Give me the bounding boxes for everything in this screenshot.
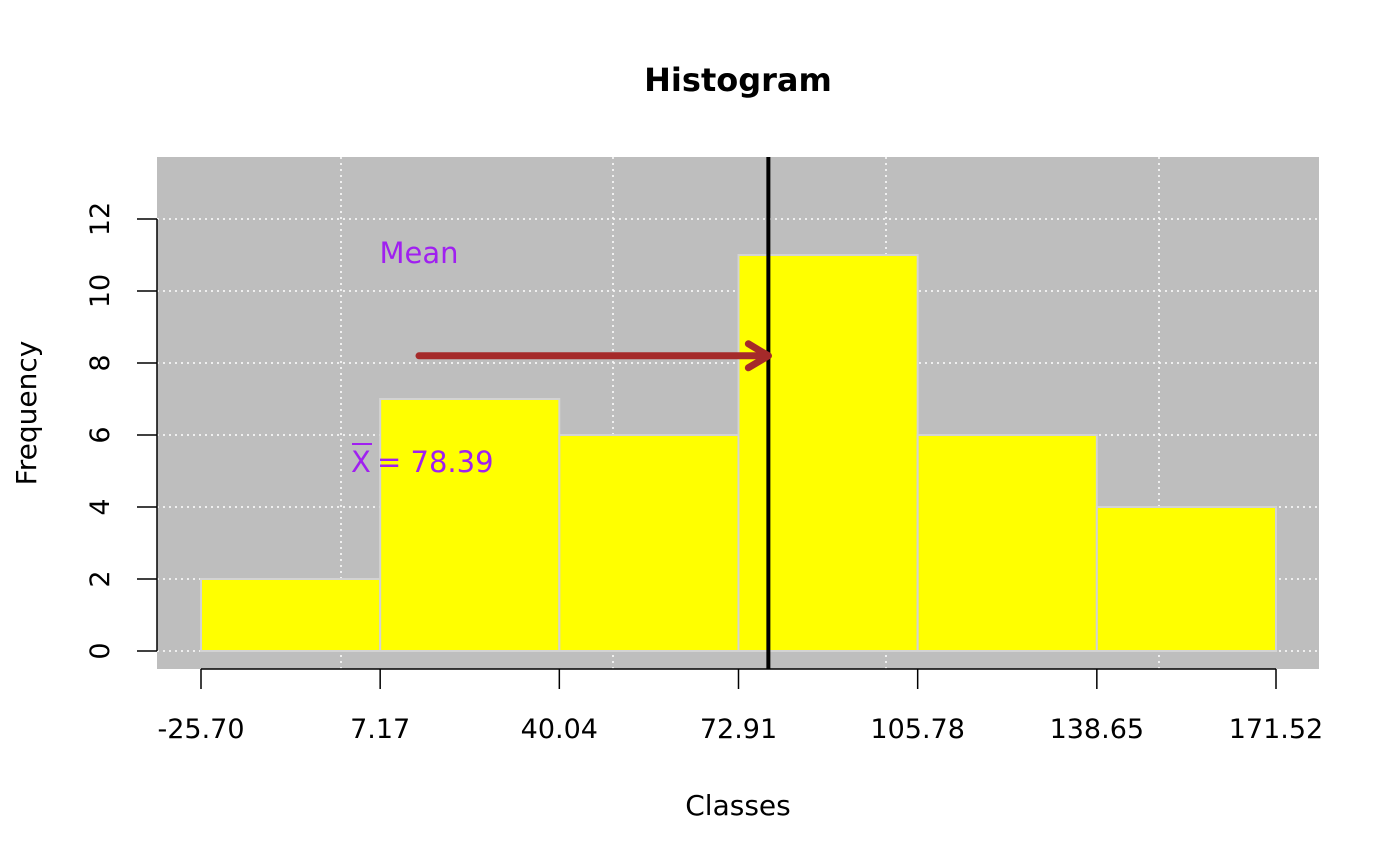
y-tick-label-4: 8 [85,354,116,371]
y-tick-label-2: 4 [85,498,116,515]
chart-title: Histogram [644,61,832,99]
x-axis-label: Classes [685,789,790,822]
y-tick-label-1: 2 [85,570,116,587]
x-tick-label-4: 105.78 [870,714,964,745]
y-tick-label-3: 6 [85,426,116,443]
bar-2 [559,435,738,651]
x-tick-label-0: -25.70 [157,714,244,745]
bar-5 [1097,507,1276,651]
x-tick-label-3: 72.91 [700,714,777,745]
bar-3 [739,255,918,651]
bar-4 [918,435,1097,651]
y-axis-label: Frequency [10,341,43,486]
y-tick-label-5: 10 [85,274,116,308]
y-tick-label-6: 12 [85,202,116,236]
mean-symbol: X [351,445,371,479]
bar-0 [201,579,380,651]
y-tick-label-0: 0 [85,642,116,659]
mean-label: Mean [379,236,458,270]
mean-value-text: = 78.39 [377,445,494,479]
x-tick-label-1: 7.17 [350,714,410,745]
bar-1 [380,399,559,651]
x-tick-label-5: 138.65 [1050,714,1144,745]
x-tick-label-6: 171.52 [1229,714,1323,745]
x-tick-label-2: 40.04 [521,714,598,745]
